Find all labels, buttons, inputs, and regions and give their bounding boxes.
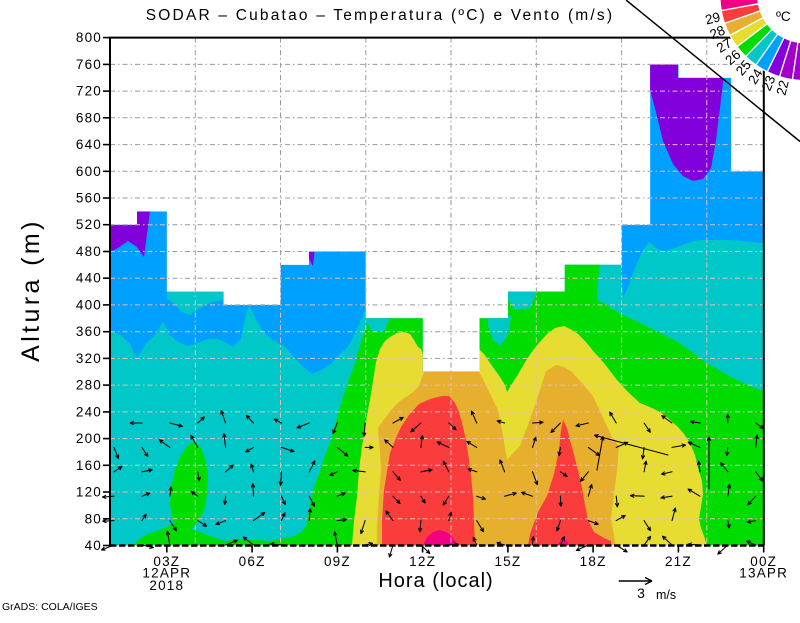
svg-text:00Z: 00Z [750,554,777,569]
svg-text:760: 760 [76,57,102,72]
svg-text:2018: 2018 [149,578,184,593]
svg-text:640: 640 [76,137,102,152]
svg-text:21Z: 21Z [665,554,692,569]
svg-text:120: 120 [76,485,102,500]
svg-text:3: 3 [637,585,645,601]
svg-text:480: 480 [76,244,102,259]
svg-text:13APR: 13APR [739,566,788,581]
svg-text:06Z: 06Z [239,554,266,569]
svg-text:200: 200 [76,431,102,446]
svg-text:24: 24 [745,66,766,87]
svg-text:360: 360 [76,324,102,339]
svg-text:26: 26 [722,47,743,68]
svg-text:320: 320 [76,351,102,366]
svg-text:440: 440 [76,271,102,286]
svg-text:ºC: ºC [776,9,791,24]
svg-text:03Z: 03Z [153,554,180,569]
svg-text:40: 40 [85,538,102,553]
svg-text:600: 600 [76,164,102,179]
svg-text:520: 520 [76,217,102,232]
svg-text:SODAR – Cubatao – Temperatura: SODAR – Cubatao – Temperatura (ºC) e Ven… [146,7,615,24]
svg-text:Altura (m): Altura (m) [17,218,45,362]
svg-text:28: 28 [708,23,728,43]
svg-text:280: 280 [76,378,102,393]
svg-text:160: 160 [76,458,102,473]
svg-text:800: 800 [76,30,102,45]
svg-text:m/s: m/s [656,588,676,602]
svg-text:400: 400 [76,297,102,312]
svg-text:29: 29 [704,9,722,27]
svg-text:Hora (local): Hora (local) [378,570,493,592]
svg-text:15Z: 15Z [494,554,521,569]
svg-text:12APR: 12APR [142,566,191,581]
svg-text:680: 680 [76,110,102,125]
svg-text:560: 560 [76,191,102,206]
svg-text:22: 22 [774,79,792,97]
svg-text:12Z: 12Z [409,554,436,569]
svg-text:720: 720 [76,84,102,99]
svg-text:23: 23 [759,73,779,93]
svg-text:18Z: 18Z [580,554,607,569]
svg-text:27: 27 [714,35,735,56]
svg-text:GrADS: COLA/IGES: GrADS: COLA/IGES [2,601,98,613]
svg-text:09Z: 09Z [324,554,351,569]
svg-text:240: 240 [76,404,102,419]
svg-text:80: 80 [85,511,102,526]
svg-text:25: 25 [733,57,754,78]
